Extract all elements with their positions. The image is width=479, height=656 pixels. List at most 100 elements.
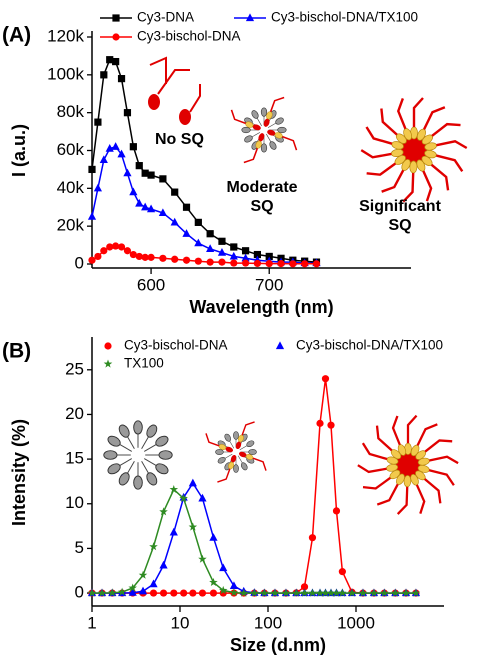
- marker: [277, 260, 285, 268]
- marker: [300, 588, 309, 597]
- marker: [194, 238, 203, 247]
- marker: [149, 579, 158, 588]
- legend-marker: [112, 14, 120, 22]
- marker: [128, 583, 137, 592]
- marker: [170, 217, 179, 226]
- series-line: [92, 488, 416, 594]
- marker: [198, 554, 207, 563]
- moderate-micelle-b: [203, 419, 270, 486]
- y-tick-label: 0: [75, 583, 84, 602]
- marker: [219, 563, 228, 572]
- marker: [292, 588, 301, 597]
- marker: [253, 250, 262, 259]
- marker: [100, 247, 108, 255]
- panel-label: (A): [2, 24, 31, 47]
- marker: [123, 247, 132, 255]
- marker: [180, 589, 188, 597]
- series: [88, 56, 321, 266]
- marker: [182, 229, 191, 237]
- marker: [260, 588, 269, 597]
- marker: [88, 165, 96, 174]
- marker: [141, 202, 150, 211]
- marker: [170, 589, 178, 597]
- marker: [209, 577, 218, 586]
- marker: [241, 253, 250, 262]
- marker: [94, 118, 102, 126]
- series-line: [91, 58, 317, 263]
- marker: [129, 187, 138, 196]
- x-tick-label: 1: [87, 613, 96, 632]
- marker: [112, 57, 120, 66]
- y-tick-label: 10: [65, 493, 84, 512]
- marker: [149, 542, 158, 551]
- marker: [146, 204, 156, 213]
- marker: [99, 155, 108, 164]
- legend-label: Cy3-bischol-DNA: [137, 29, 241, 44]
- marker: [218, 258, 226, 266]
- marker: [347, 588, 357, 597]
- marker: [380, 588, 389, 597]
- x-axis-label: Size (d.nm): [230, 635, 326, 655]
- legend-marker: [103, 359, 113, 368]
- marker: [219, 585, 228, 594]
- marker: [206, 244, 215, 252]
- y-tick-label: 25: [65, 359, 84, 378]
- marker: [141, 169, 149, 177]
- legend-label: Cy3-bischol-DNA: [124, 338, 228, 353]
- marker: [117, 75, 126, 83]
- y-tick-label: 100k: [47, 64, 84, 83]
- marker: [106, 243, 114, 251]
- moderate-micelle-a: [228, 94, 300, 166]
- marker: [94, 252, 102, 261]
- marker: [129, 250, 137, 259]
- legend-label: TX100: [124, 356, 164, 371]
- annotation: Significant SQ: [359, 198, 441, 234]
- y-tick-label: 20: [65, 404, 84, 423]
- marker: [229, 581, 239, 590]
- marker: [332, 588, 341, 597]
- marker: [159, 589, 168, 597]
- legend-marker: [104, 342, 112, 350]
- marker: [147, 253, 155, 261]
- marker: [108, 588, 117, 597]
- marker: [138, 586, 148, 595]
- marker: [159, 175, 167, 183]
- x-tick-label: 700: [255, 275, 283, 294]
- x-axis-label: Wavelength (nm): [189, 297, 333, 317]
- marker: [229, 588, 239, 597]
- marker: [169, 527, 178, 536]
- marker: [159, 254, 167, 262]
- marker: [253, 259, 262, 268]
- marker: [206, 258, 214, 266]
- x-tick-label: 10: [171, 613, 190, 632]
- marker: [327, 421, 335, 429]
- marker: [194, 218, 202, 226]
- marker: [128, 588, 137, 596]
- marker: [401, 588, 411, 597]
- series: [87, 485, 421, 597]
- y-tick-label: 120k: [47, 26, 84, 45]
- marker: [141, 253, 149, 261]
- y-tick-label: 60k: [57, 140, 85, 159]
- significant-micelle-b: [358, 416, 458, 515]
- marker: [198, 589, 207, 597]
- marker: [270, 588, 280, 597]
- marker: [321, 375, 330, 383]
- marker: [308, 588, 317, 597]
- legend-label: Cy3-bischol-DNA/TX100: [271, 10, 418, 25]
- marker: [129, 143, 137, 151]
- marker: [411, 588, 421, 597]
- marker: [171, 255, 179, 263]
- annotation: No SQ: [155, 131, 204, 148]
- marker: [358, 588, 368, 597]
- marker: [135, 198, 144, 207]
- marker: [123, 168, 132, 177]
- marker: [265, 260, 273, 268]
- y-axis-label: I (a.u.): [9, 124, 29, 177]
- marker: [315, 588, 325, 597]
- marker: [338, 568, 346, 576]
- y-tick-label: 80k: [57, 102, 85, 121]
- marker: [308, 534, 317, 542]
- marker: [369, 588, 379, 597]
